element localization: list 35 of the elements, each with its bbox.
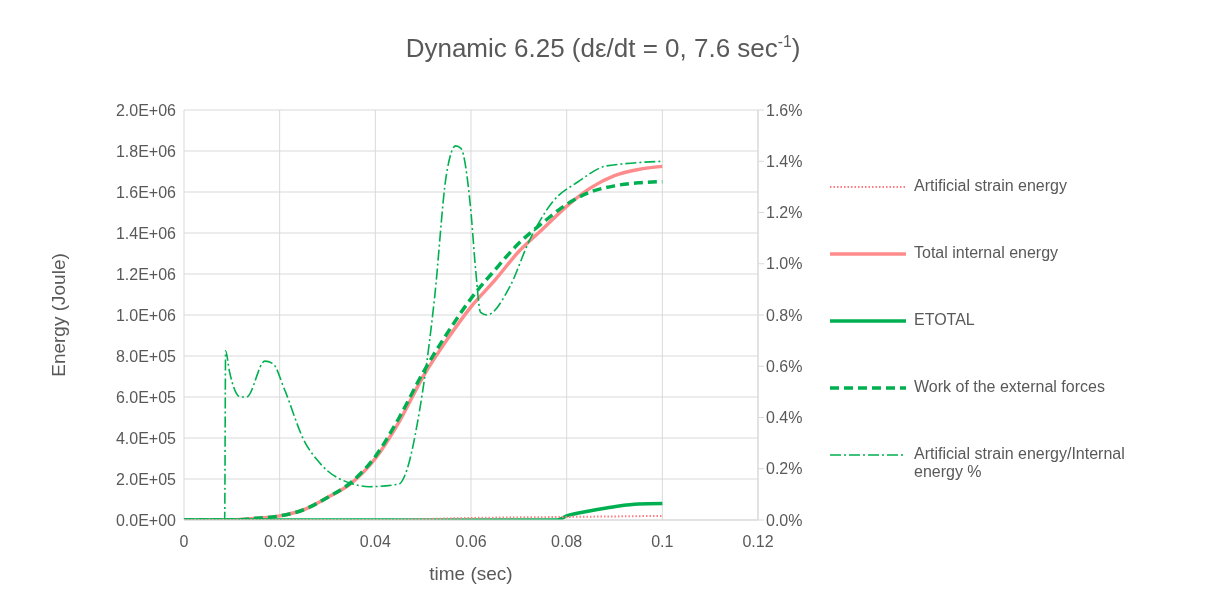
y-tick-label: 1.8E+06 <box>115 142 177 160</box>
y2-tick-label: 1.4% <box>766 152 803 170</box>
x-tick-label: 0.04 <box>359 533 392 551</box>
y-tick-label: 0.0E+00 <box>115 511 177 529</box>
y2-tick-label: 0.8% <box>766 306 803 324</box>
legend-label: Artificial strain energy/Internal energy % <box>914 444 1126 481</box>
x-tick-label: 0.02 <box>264 533 296 551</box>
legend-label: Work of the external forces <box>914 377 1106 396</box>
y-tick-label: 1.2E+06 <box>115 265 177 283</box>
chart-title: Dynamic 6.25 (dε/dt = 0, 7.6 sec$^{-1}$) <box>405 32 801 63</box>
y-tick-label: 4.0E+05 <box>115 429 177 447</box>
y-tick-label: 2.0E+06 <box>115 101 177 119</box>
x-axis-title: time (sec) <box>429 563 513 584</box>
y-tick-label: 1.6E+06 <box>115 183 177 201</box>
y2-tick-label: 1.2% <box>766 204 803 222</box>
x-tick-label: 0.1 <box>651 533 674 551</box>
y2-tick-label: 0.4% <box>766 409 803 427</box>
y-tick-label: 1.4E+06 <box>115 224 177 242</box>
x-tick-label: 0 <box>179 533 189 551</box>
y-axis-title: Energy (Joule) <box>47 253 69 377</box>
y2-tick-label: 0.2% <box>766 460 803 478</box>
y-tick-label: 1.0E+06 <box>115 306 177 324</box>
legend-label: Total internal energy <box>914 243 1060 262</box>
x-tick-label: 0.12 <box>742 533 774 551</box>
y2-tick-label: 1.0% <box>766 255 803 273</box>
x-tick-label: 0.08 <box>551 533 583 551</box>
y-tick-label: 2.0E+05 <box>115 470 177 488</box>
legend-label: ETOTAL <box>914 310 976 329</box>
y2-tick-label: 1.6% <box>766 101 803 119</box>
y2-tick-label: 0.6% <box>766 357 803 375</box>
y-tick-label: 8.0E+05 <box>115 347 177 365</box>
x-tick-label: 0.06 <box>455 533 487 551</box>
y2-tick-label: 0.0% <box>766 511 803 529</box>
legend-label: Artificial strain energy <box>914 176 1068 195</box>
y-tick-label: 6.0E+05 <box>115 388 177 406</box>
